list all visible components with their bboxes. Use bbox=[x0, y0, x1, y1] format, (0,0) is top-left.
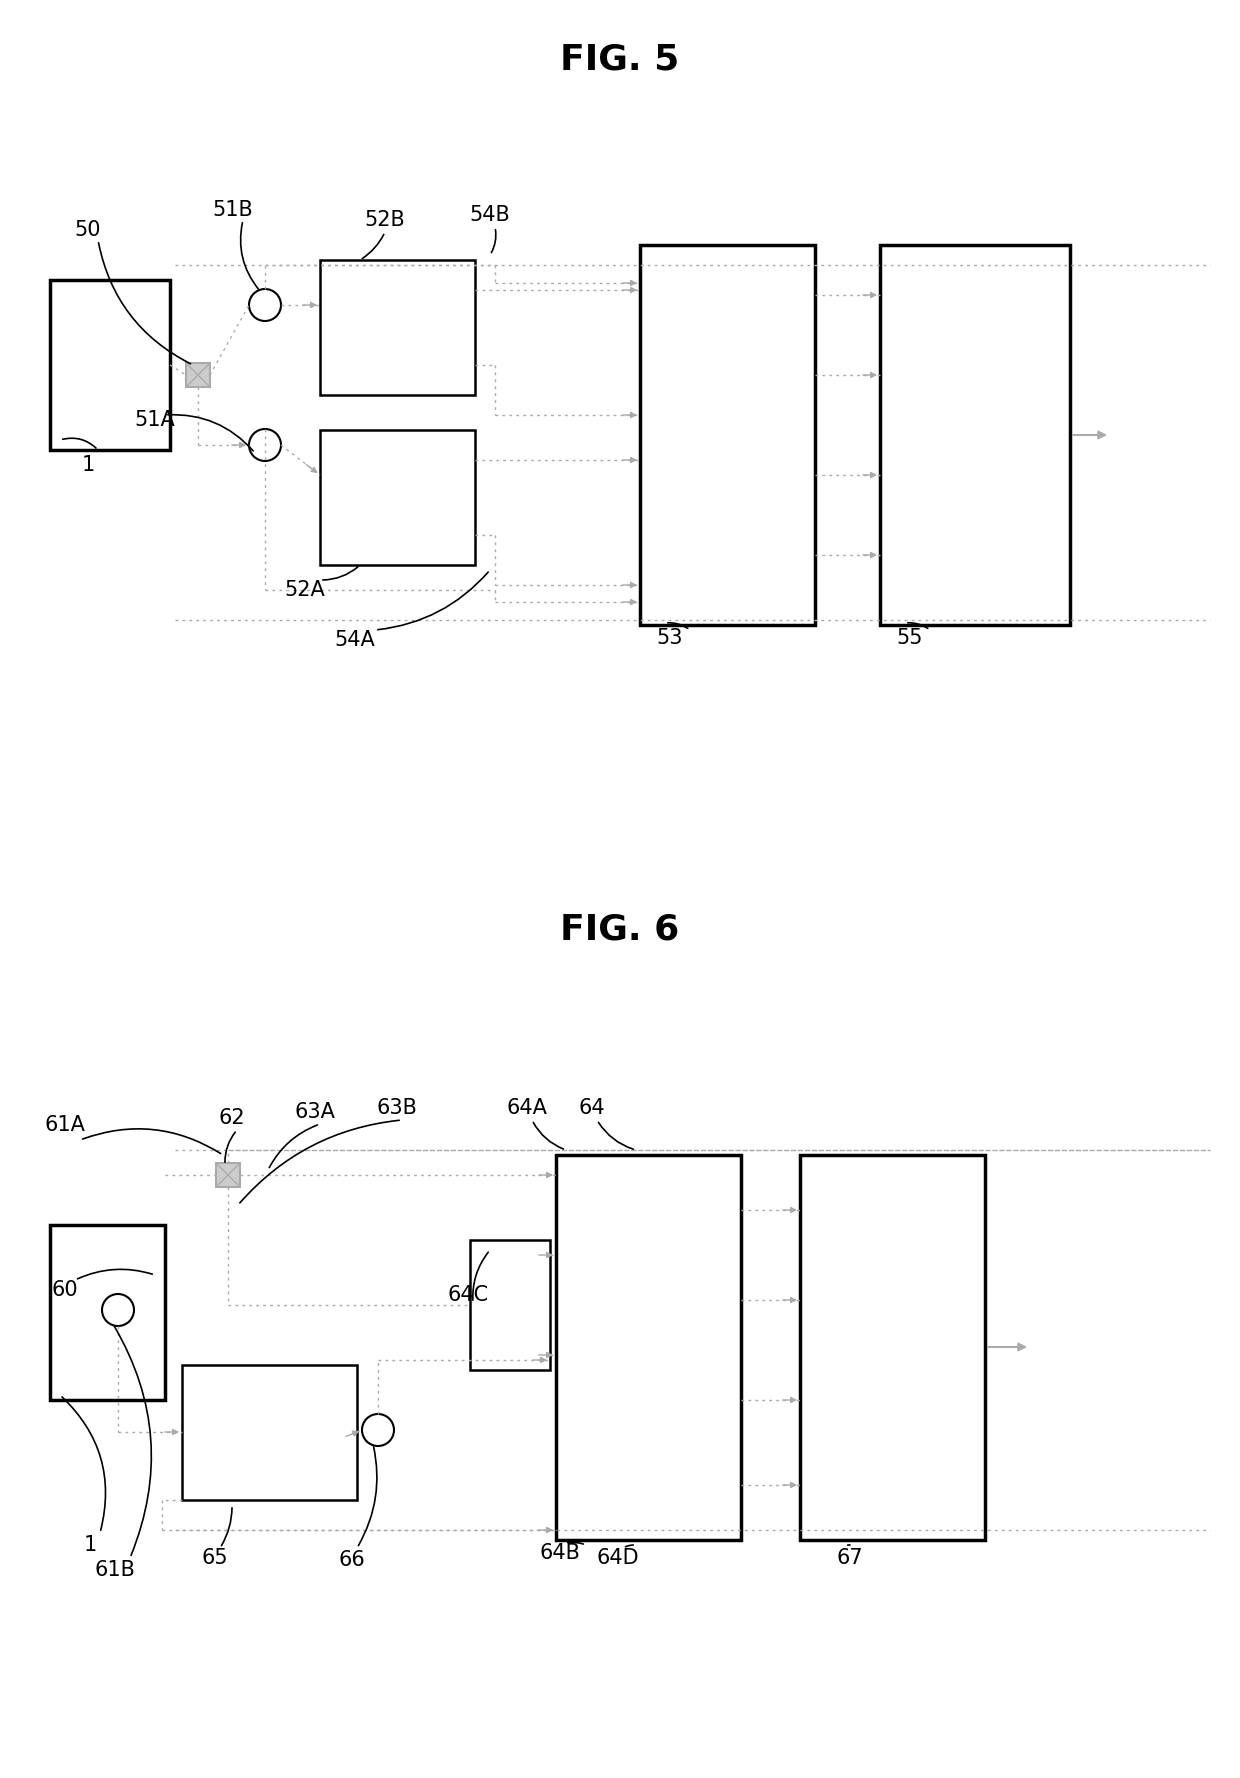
Text: 61B: 61B bbox=[94, 1559, 135, 1581]
Text: 66: 66 bbox=[339, 1550, 366, 1570]
Text: 50: 50 bbox=[74, 220, 102, 240]
Text: 52B: 52B bbox=[365, 210, 405, 229]
Text: 64A: 64A bbox=[507, 1099, 547, 1118]
Bar bbox=[800, 1156, 985, 1540]
Text: 54B: 54B bbox=[470, 204, 511, 226]
Text: 64D: 64D bbox=[596, 1549, 640, 1568]
Text: 61A: 61A bbox=[45, 1115, 86, 1134]
Text: 51B: 51B bbox=[212, 199, 253, 220]
Text: 55: 55 bbox=[897, 628, 924, 647]
Text: 1: 1 bbox=[82, 455, 94, 475]
Text: 63B: 63B bbox=[377, 1099, 418, 1118]
Text: 1: 1 bbox=[83, 1534, 97, 1556]
Text: 67: 67 bbox=[837, 1549, 863, 1568]
Text: 65: 65 bbox=[202, 1549, 228, 1568]
Text: 52A: 52A bbox=[285, 580, 325, 599]
Bar bbox=[216, 1163, 241, 1188]
Text: FIG. 6: FIG. 6 bbox=[560, 912, 680, 948]
Text: FIG. 5: FIG. 5 bbox=[560, 43, 680, 76]
Bar bbox=[50, 279, 170, 450]
Bar bbox=[320, 260, 475, 395]
Text: 54A: 54A bbox=[335, 629, 376, 651]
Bar bbox=[182, 1366, 357, 1501]
Text: 60: 60 bbox=[52, 1280, 78, 1300]
Bar bbox=[556, 1156, 742, 1540]
Text: 51A: 51A bbox=[135, 411, 175, 430]
Bar bbox=[186, 363, 210, 388]
Bar bbox=[470, 1239, 551, 1371]
Text: 63A: 63A bbox=[295, 1102, 336, 1122]
Bar bbox=[640, 245, 815, 626]
Text: 53: 53 bbox=[657, 628, 683, 647]
Text: 64C: 64C bbox=[448, 1285, 489, 1305]
Text: 64B: 64B bbox=[539, 1543, 580, 1563]
Bar bbox=[880, 245, 1070, 626]
Bar bbox=[50, 1225, 165, 1399]
Bar bbox=[320, 430, 475, 565]
Text: 64: 64 bbox=[579, 1099, 605, 1118]
Text: 62: 62 bbox=[218, 1108, 246, 1127]
